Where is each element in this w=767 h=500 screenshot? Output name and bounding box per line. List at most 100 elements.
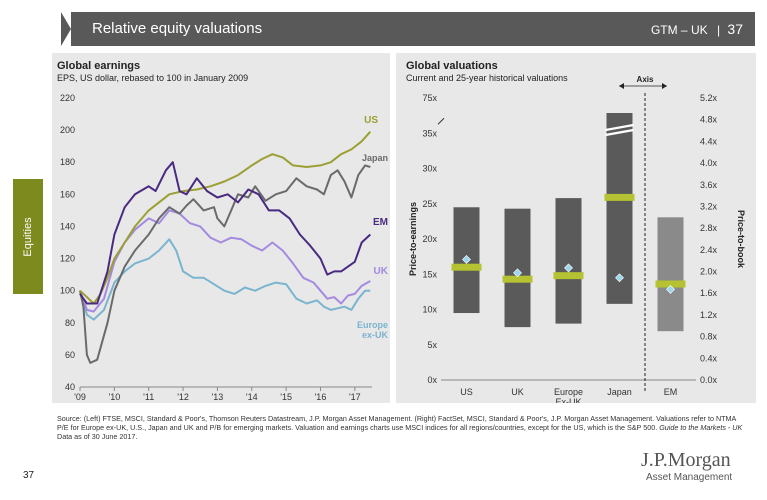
range-bar-japan: [606, 113, 633, 304]
y-right-tick-label: 3.6x: [700, 180, 718, 190]
logo-text: J.P.Morgan: [641, 449, 731, 471]
source-note: Source: (Left) FTSE, MSCI, Standard & Po…: [57, 414, 747, 442]
y-left-tick-label: 35x: [422, 128, 437, 138]
x-tick-label: '17: [349, 392, 361, 402]
category-label-japan: Japan: [607, 387, 632, 397]
x-tick-label: '11: [143, 392, 154, 402]
series-label-japan: Japan: [362, 153, 388, 163]
category-label-em: EM: [664, 387, 678, 397]
series-label-us: US: [364, 115, 378, 126]
current-marker-europe-ex-uk: [564, 263, 573, 273]
y-right-tick-label: 0.8x: [700, 332, 718, 342]
x-tick-label: '16: [315, 392, 327, 402]
range-bar-em: [657, 217, 684, 332]
current-marker-uk: [513, 268, 522, 278]
y-left-tick-label: 10x: [422, 305, 437, 315]
x-tick-label: '13: [212, 392, 224, 402]
axis-arrow-left-head: [619, 83, 624, 89]
left-panel: [52, 53, 390, 403]
earnings-chart: 40 60 80 100 120 140 160 180 200 220 '09 '10 '11 '12 '…: [60, 93, 389, 402]
logo-subtext: Asset Management: [646, 472, 733, 483]
current-marker-japan: [615, 273, 624, 283]
right-chart-title: Global valuations: [406, 60, 498, 72]
y-right-axis-title: Price-to-book: [736, 210, 746, 269]
left-chart-subtitle: EPS, US dollar, rebased to 100 in Januar…: [57, 73, 249, 83]
y-tick-label: 140: [60, 221, 75, 231]
y-tick-label: 100: [60, 286, 75, 296]
y-left-tick-label: 25x: [422, 199, 437, 209]
page-title: Relative equity valuations: [92, 20, 263, 37]
valuations-chart: 0x 5x 10x 15x 20x 25x 30x 35x 75x 0.0x 0.4x 0.8x 1.2…: [408, 75, 746, 403]
y-right-tick-label: 5.2x: [700, 93, 718, 103]
y-right-tick-label: 0.4x: [700, 353, 718, 363]
series-label-europe-ex-uk: Europe ex-UK: [357, 320, 389, 340]
x-tick-label: '10: [108, 392, 120, 402]
axis-break-mark: [437, 117, 445, 125]
axis-note-label: Axis: [637, 75, 654, 84]
y-right-tick-label: 1.6x: [700, 288, 718, 298]
category-label-europe-ex-uk: Europe Ex-UK: [554, 387, 583, 403]
current-marker-em: [666, 285, 675, 294]
category-label-uk: UK: [511, 387, 524, 397]
y-right-tick-label: 1.2x: [700, 310, 718, 320]
average-marker-europe-ex-uk: [553, 272, 584, 280]
x-tick-label: '09: [74, 392, 86, 402]
x-tick-label: '12: [177, 392, 189, 402]
y-left-tick-label: 20x: [422, 234, 437, 244]
header-meta: GTM – UK | 37: [651, 21, 743, 37]
y-right-tick-label: 4.4x: [700, 136, 718, 146]
average-marker-uk: [502, 275, 533, 283]
y-tick-label: 180: [60, 157, 75, 167]
x-tick-label: '15: [280, 392, 292, 402]
guide-code: GTM – UK: [650, 23, 708, 37]
y-left-tick-label: 15x: [422, 269, 437, 279]
y-tick-label: 60: [65, 350, 75, 360]
y-right-tick-label: 4.0x: [700, 158, 718, 168]
section-tab[interactable]: Equities: [13, 179, 43, 294]
series-line-em: [79, 161, 371, 305]
header-page-number: 37: [727, 21, 743, 37]
left-chart-title: Global earnings: [57, 60, 141, 72]
average-marker-japan: [604, 193, 635, 201]
y-left-tick-label: 0x: [427, 375, 437, 385]
y-right-tick-label: 2.8x: [700, 223, 718, 233]
series-line-us: [79, 131, 372, 305]
current-marker-us: [462, 255, 471, 264]
y-right-tick-label: 3.2x: [700, 201, 718, 211]
right-chart-subtitle: Current and 25-year historical valuation…: [406, 73, 568, 83]
section-tab-label: Equities: [22, 216, 34, 257]
series-label-em: EM: [373, 217, 388, 228]
average-marker-em: [655, 280, 686, 288]
source-text: Source: (Left) FTSE, MSCI, Standard & Po…: [57, 414, 736, 433]
header-bar: [61, 12, 755, 46]
category-label-us: US: [460, 387, 473, 397]
y-tick-label: 40: [65, 382, 75, 392]
y-left-tick-label: 75x: [422, 93, 437, 103]
axis-arrow-right-head: [662, 83, 667, 89]
y-right-tick-label: 0.0x: [700, 375, 718, 385]
y-tick-label: 120: [60, 254, 75, 264]
header-separator: |: [716, 23, 721, 37]
bar-break-mark: [605, 123, 634, 137]
range-bar-uk: [504, 208, 531, 328]
footer-page-number: 37: [23, 470, 35, 481]
series-line-japan: [79, 164, 371, 364]
x-tick-label: '14: [246, 392, 258, 402]
y-tick-label: 160: [60, 189, 75, 199]
y-tick-label: 80: [65, 318, 75, 328]
y-right-tick-label: 2.4x: [700, 245, 718, 255]
y-left-tick-label: 30x: [422, 164, 437, 174]
source-date: Data as of 30 June 2017.: [57, 432, 138, 442]
y-tick-label: 220: [60, 93, 75, 103]
y-right-tick-label: 2.0x: [700, 267, 718, 277]
y-tick-label: 200: [60, 125, 75, 135]
source-guide-title: Guide to the Markets - UK: [659, 423, 743, 433]
header-notch: [61, 12, 71, 46]
range-bar-europe-ex-uk: [555, 198, 582, 324]
series-line-europe-ex-uk: [79, 238, 371, 321]
y-left-tick-label: 5x: [427, 340, 437, 350]
series-label-uk: UK: [374, 266, 389, 277]
y-left-axis-title: Price-to-earnings: [408, 202, 418, 276]
average-marker-us: [451, 263, 482, 271]
y-right-tick-label: 4.8x: [700, 115, 718, 125]
